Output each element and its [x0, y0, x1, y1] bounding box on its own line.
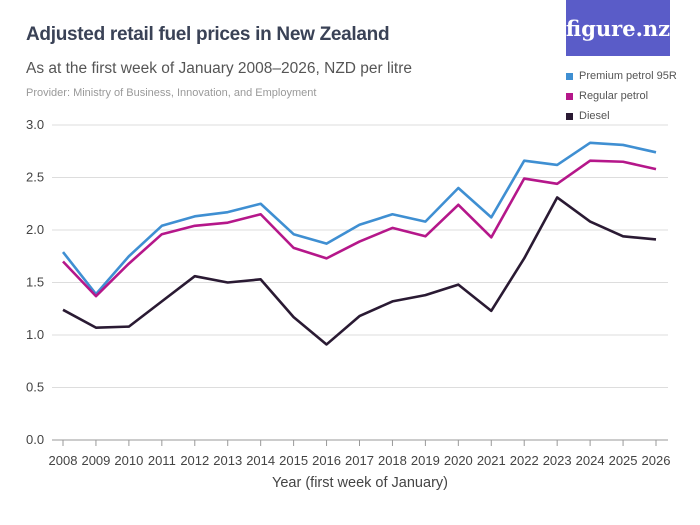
- legend-label: Regular petrol: [579, 90, 649, 102]
- x-tick-label: 2014: [246, 453, 275, 468]
- y-tick-label: 0.0: [26, 432, 44, 447]
- x-tick-label: 2011: [148, 453, 176, 468]
- legend-item: Diesel: [566, 106, 677, 126]
- x-tick-label: 2012: [180, 453, 209, 468]
- x-tick-label: 2025: [609, 453, 638, 468]
- chart-title: Adjusted retail fuel prices in New Zeala…: [26, 24, 390, 45]
- x-tick-label: 2020: [444, 453, 473, 468]
- series-line-regular-petrol: [62, 159, 657, 298]
- series-line-diesel: [62, 196, 657, 346]
- x-tick-label: 2023: [543, 453, 572, 468]
- x-tick-label: 2008: [49, 453, 78, 468]
- x-tick-label: 2019: [411, 453, 440, 468]
- y-tick-label: 2.5: [26, 170, 44, 185]
- legend-swatch: [566, 72, 573, 80]
- legend-item: Regular petrol: [566, 86, 677, 106]
- figure-nz-logo: figure.nz: [566, 0, 670, 56]
- legend-label: Premium petrol 95R: [579, 70, 677, 82]
- x-axis-label: Year (first week of January): [272, 475, 448, 491]
- legend-item: Premium petrol 95R: [566, 66, 677, 86]
- y-tick-label: 1.5: [26, 275, 44, 290]
- legend-swatch: [566, 112, 573, 120]
- legend-label: Diesel: [579, 110, 610, 122]
- y-tick-label: 0.5: [26, 380, 44, 395]
- x-tick-label: 2022: [510, 453, 539, 468]
- x-tick-label: 2017: [345, 453, 374, 468]
- x-tick-label: 2015: [279, 453, 308, 468]
- y-tick-label: 1.0: [26, 327, 44, 342]
- y-tick-label: 3.0: [26, 117, 44, 132]
- x-tick-label: 2024: [576, 453, 605, 468]
- x-tick-label: 2018: [378, 453, 407, 468]
- series-line-premium-petrol-95r: [61, 141, 657, 296]
- chart-subtitle: As at the first week of January 2008–202…: [26, 60, 412, 77]
- x-tick-label: 2009: [81, 453, 110, 468]
- x-tick-label: 2010: [114, 453, 143, 468]
- legend-swatch: [566, 92, 573, 100]
- x-tick-label: 2026: [642, 453, 671, 468]
- legend: Premium petrol 95R Regular petrol Diesel: [566, 66, 677, 126]
- y-tick-label: 2.0: [26, 222, 44, 237]
- x-tick-label: 2013: [213, 453, 242, 468]
- chart-provider: Provider: Ministry of Business, Innovati…: [26, 87, 317, 99]
- x-tick-label: 2016: [312, 453, 341, 468]
- x-tick-label: 2021: [477, 453, 506, 468]
